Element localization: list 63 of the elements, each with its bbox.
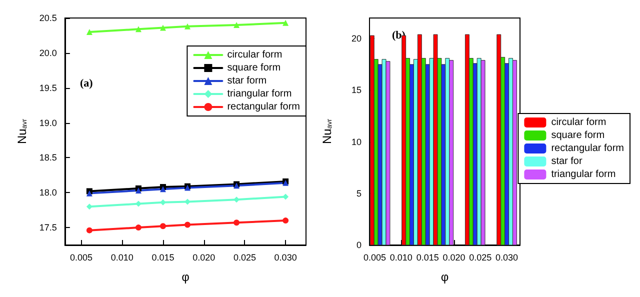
- y-tick-label: 18.0: [39, 188, 57, 198]
- point: [86, 227, 92, 234]
- point: [184, 222, 190, 228]
- x-axis-title: φ: [182, 270, 190, 284]
- y-tick-label: 20.0: [39, 48, 57, 58]
- bar: [386, 61, 390, 246]
- bar: [417, 34, 422, 246]
- point: [234, 22, 240, 28]
- y-tick-label: 19.0: [39, 118, 57, 128]
- point: [135, 224, 142, 231]
- x-tick-label: 0.005: [70, 252, 93, 262]
- y-tick-label: 20: [351, 34, 362, 44]
- bar: [512, 60, 517, 246]
- bar: [449, 60, 454, 246]
- point: [234, 220, 240, 226]
- x-tick-label: 0.015: [416, 252, 439, 262]
- point: [86, 28, 92, 35]
- point: [282, 20, 289, 26]
- x-tick-label: 0.020: [442, 252, 466, 262]
- legend-label: circular form: [551, 117, 606, 128]
- point: [135, 26, 142, 32]
- legend-label: square form: [551, 130, 605, 141]
- legend-label: square form: [227, 62, 281, 74]
- legend-label: triangular form: [551, 169, 616, 180]
- x-tick-label: 0.020: [192, 252, 216, 262]
- point: [282, 194, 289, 200]
- bar: [480, 60, 486, 246]
- point: [184, 198, 190, 205]
- x-tick-label: 0.030: [274, 252, 297, 262]
- point: [184, 23, 190, 30]
- bar: [445, 58, 450, 246]
- legend-label: rectangular form: [227, 102, 300, 112]
- legend-label: rectangular form: [551, 143, 624, 154]
- legend-label: star form: [227, 76, 267, 86]
- x-tick-label: 0.005: [364, 252, 386, 262]
- y-tick-label: 18.5: [39, 152, 57, 163]
- legend-label: star for: [551, 156, 583, 167]
- point: [282, 218, 289, 224]
- x-tick-label: 0.015: [152, 252, 174, 262]
- x-tick-label: 0.025: [469, 252, 492, 262]
- y-tick-label: 10: [351, 136, 362, 147]
- annotation: (a): [80, 78, 94, 90]
- y-tick-label: 19.5: [39, 82, 57, 93]
- bar: [508, 58, 513, 246]
- x-tick-label: 0.010: [390, 252, 412, 262]
- point: [160, 24, 166, 31]
- point: [135, 188, 142, 194]
- x-tick-label: 0.025: [233, 252, 256, 262]
- y-tick-label: 17.5: [39, 222, 57, 233]
- y-tick-label: 0: [356, 240, 362, 250]
- bar: [496, 34, 502, 246]
- legend-label: triangular form: [227, 88, 292, 100]
- x-tick-label: 0.010: [110, 252, 134, 262]
- bar: [464, 34, 470, 246]
- y-tick-label: 20.5: [39, 13, 57, 23]
- y-tick-label: 5: [356, 188, 362, 198]
- bar: [382, 59, 386, 246]
- point: [160, 223, 166, 230]
- y-tick-label: 15: [351, 85, 362, 96]
- x-axis-title: φ: [440, 270, 449, 284]
- bar: [370, 35, 374, 246]
- legend-label: circular form: [227, 50, 282, 60]
- x-tick-label: 0.030: [496, 252, 518, 262]
